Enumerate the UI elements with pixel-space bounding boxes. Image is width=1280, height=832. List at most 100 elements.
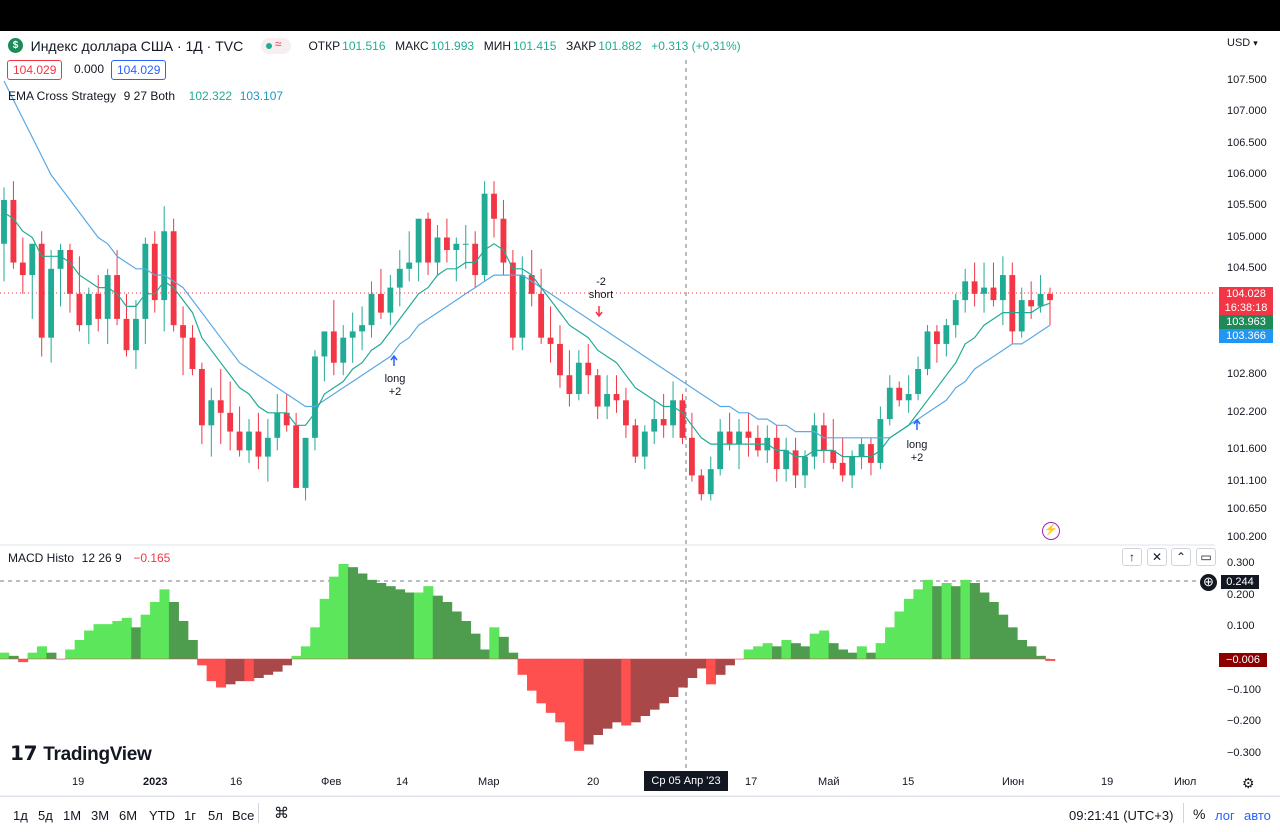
candle-body [943, 325, 950, 344]
macd-bar [225, 659, 236, 685]
macd-bar [932, 586, 943, 659]
ema-lines-layer [3, 80, 1051, 458]
macd-bar [762, 643, 773, 659]
ema-name: EMA Cross Strategy [8, 88, 117, 103]
macd-bar [715, 659, 726, 675]
macd-bar [696, 659, 707, 669]
macd-bar [404, 592, 415, 659]
macd-bar [743, 649, 754, 659]
range-button[interactable]: 1д [13, 808, 28, 823]
macd-bar [960, 579, 971, 659]
macd-bar [545, 659, 556, 713]
macd-axis-label: 0.200 [1227, 588, 1255, 601]
macd-bar [781, 640, 792, 659]
market-status-pill[interactable]: ≈ [260, 37, 291, 54]
macd-bar [206, 659, 217, 682]
low-label: МИН [483, 38, 511, 53]
macd-bar [564, 659, 575, 742]
tradingview-logo[interactable]: 𝟭𝟳 TradingView [10, 741, 152, 766]
log-scale-toggle[interactable]: лог [1215, 808, 1235, 823]
macd-histogram-layer [0, 564, 1056, 751]
range-button[interactable]: 1г [184, 808, 196, 823]
range-button[interactable]: 5л [208, 808, 223, 823]
clock-time[interactable]: 09:21:41 (UTC+3) [1069, 808, 1174, 823]
macd-bar [140, 614, 151, 659]
pane-maximize-button[interactable]: ▭ [1196, 548, 1216, 566]
candle-body [594, 375, 601, 407]
macd-bar [800, 646, 811, 659]
macd-axis-label: −0.200 [1227, 715, 1261, 728]
candle-body [170, 231, 177, 326]
percent-scale-toggle[interactable]: % [1193, 806, 1206, 822]
open-value: 101.516 [342, 38, 386, 53]
candle-body [1009, 275, 1016, 332]
macd-bar [65, 649, 76, 659]
macd-bar [517, 659, 528, 675]
settings-gear-icon[interactable]: ⚙ [1242, 775, 1255, 791]
macd-name: MACD Histo [8, 550, 75, 565]
macd-bar [121, 617, 132, 659]
ema-legend[interactable]: EMA Cross Strategy 9 27 Both 102.322 103… [8, 87, 283, 103]
macd-bar [602, 659, 613, 729]
macd-bar [272, 659, 283, 672]
time-axis-label: 2023 [143, 776, 168, 788]
macd-bar [27, 652, 38, 659]
candle-body [651, 419, 658, 432]
price-axis-label: 101.100 [1227, 474, 1267, 487]
macd-bar [790, 643, 801, 659]
candle-body [142, 243, 149, 319]
candle-body [952, 300, 959, 326]
close-label: ЗАКР [566, 38, 597, 53]
candle-body [123, 318, 130, 351]
buy-price-button[interactable]: 104.029 [111, 60, 167, 80]
range-button[interactable]: Все [232, 808, 255, 823]
candle-body [415, 218, 422, 263]
candle-body [1047, 293, 1053, 301]
macd-bar [753, 646, 764, 659]
range-button[interactable]: 1М [63, 808, 82, 823]
macd-bar [649, 659, 660, 710]
candle-body [236, 431, 243, 451]
macd-bar [300, 646, 311, 659]
add-plus-icon[interactable]: ⊕ [1200, 574, 1217, 591]
time-axis-label: Фев [321, 776, 342, 788]
candle-body [999, 275, 1006, 301]
candle-body [707, 469, 714, 495]
macd-bar [941, 583, 952, 659]
pane-collapse-button[interactable]: ⌃ [1171, 548, 1191, 566]
candle-body [538, 293, 545, 338]
macd-bar [875, 643, 886, 659]
currency-selector[interactable]: USD ▾ [1227, 37, 1258, 49]
chevron-down-icon: ▾ [1253, 37, 1258, 48]
auto-scale-toggle[interactable]: авто [1244, 808, 1271, 823]
range-button[interactable]: YTD [149, 808, 175, 823]
pane-close-button[interactable]: ✕ [1147, 548, 1167, 566]
symbol-legend[interactable]: $ Индекс доллара США · 1Д · TVC ≈ ОТКР 10… [8, 37, 741, 54]
macd-bar [677, 659, 688, 688]
price-axis-label: 107.000 [1227, 105, 1267, 118]
macd-legend[interactable]: MACD Histo 12 26 9 −0.165 [8, 549, 170, 565]
candle-body [472, 243, 479, 276]
candle-body [877, 419, 884, 463]
candle-body [736, 431, 742, 445]
lightning-icon[interactable]: ⚡ [1042, 522, 1060, 540]
macd-axis-label: −0.300 [1227, 747, 1261, 759]
sell-price-button[interactable]: 104.029 [7, 60, 63, 80]
date-range-calendar-icon[interactable]: ⌘ [274, 805, 289, 822]
currency-label: USD [1227, 37, 1251, 50]
pane-up-button[interactable]: ↑ [1122, 548, 1142, 566]
signal-text: long [384, 373, 406, 385]
macd-bar [527, 659, 538, 691]
range-button[interactable]: 3М [91, 808, 110, 823]
macd-bar [508, 652, 519, 659]
range-button[interactable]: 5д [38, 808, 53, 823]
symbol-title[interactable]: Индекс доллара США · 1Д · TVC [30, 37, 244, 54]
macd-bar [451, 611, 462, 659]
range-button[interactable]: 6М [119, 808, 138, 823]
candle-body [726, 431, 733, 445]
candle-body [604, 394, 611, 407]
candle-body [133, 318, 139, 351]
macd-bar [847, 652, 858, 659]
candle-body [519, 275, 526, 338]
